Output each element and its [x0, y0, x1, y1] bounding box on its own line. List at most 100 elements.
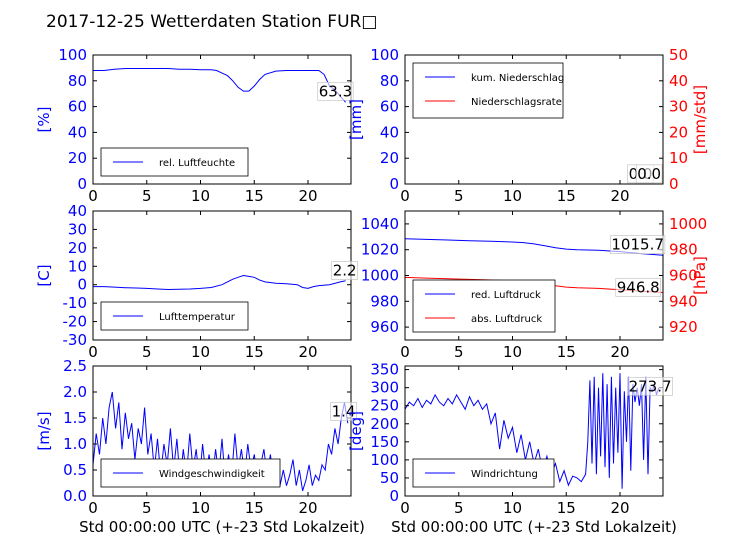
y-axis-label: [deg] — [347, 411, 365, 451]
y-tick-label: 0 — [77, 175, 87, 193]
value-annotation: 63.3 — [319, 82, 352, 100]
legend-entry: Windgeschwindigkeit — [159, 469, 265, 480]
x-tick-label: 5 — [454, 499, 464, 517]
x-tick-label: 0 — [400, 343, 410, 361]
y2-tick-label: 0 — [669, 175, 679, 193]
x-tick-label: 20 — [610, 499, 629, 517]
y-tick-label: 20 — [68, 149, 87, 167]
x-tick-label: 15 — [557, 499, 576, 517]
y-tick-label: 40 — [380, 123, 399, 141]
x-tick-label: 10 — [503, 187, 522, 205]
y-tick-label: 1020 — [361, 241, 399, 259]
value-annotation-box — [330, 402, 357, 421]
plot-frame — [92, 365, 352, 497]
y-tick-label: 0.0 — [63, 487, 87, 505]
figure-title: 2017-12-25 Wetterdaten Station FUR□ — [46, 12, 377, 32]
x-tick-label: 0 — [88, 187, 98, 205]
y-tick-label: 2.5 — [63, 357, 87, 375]
y2-axis-label: [hPa] — [691, 256, 709, 295]
y-tick-label: 2.0 — [63, 383, 87, 401]
x-tick-label: 0 — [400, 187, 410, 205]
y2-tick-label: 1000 — [669, 215, 707, 233]
y2-tick-label: 980 — [669, 241, 698, 259]
x-tick-label: 5 — [454, 187, 464, 205]
y-tick-label: 980 — [370, 292, 399, 310]
x-tick-label: 15 — [245, 187, 264, 205]
panel-windspeed: 0 5 10 15 20 0.0 0.5 1.0 1.5 2.0 2.5 [m/s] Std 00:00… — [35, 357, 365, 536]
value-annotation: 1.4 — [332, 402, 356, 420]
x-tick-label: 0 — [400, 499, 410, 517]
x-tick-label: 10 — [503, 499, 522, 517]
y-tick-label: 20 — [380, 149, 399, 167]
x-tick-label: 0 — [88, 343, 98, 361]
legend-entry: Lufttemperatur — [159, 312, 236, 323]
y2-tick-label: 50 — [669, 46, 688, 64]
x-tick-label: 20 — [610, 187, 629, 205]
value-annotation: 273.7 — [629, 377, 672, 395]
x-tick-label: 15 — [557, 343, 576, 361]
series-line-pressure-0 — [405, 238, 663, 256]
y-tick-label: 1000 — [361, 267, 399, 285]
panel-pressure: 0 5 10 15 20 960 980 1000 1020 1040 920 940 960 980 10… — [361, 210, 709, 361]
y-tick-label: 200 — [370, 415, 399, 433]
value-annotation: 0.0 — [637, 165, 661, 183]
series-line-windspeed-0 — [93, 391, 349, 491]
x-tick-label: 15 — [245, 343, 264, 361]
y-tick-label: 1.0 — [63, 435, 87, 453]
value-annotation: 946.8 — [617, 278, 660, 296]
y-tick-label: 100 — [58, 46, 87, 64]
x-tick-label: 10 — [503, 343, 522, 361]
y2-tick-label: 20 — [669, 123, 688, 141]
series-line-humidity-0 — [93, 68, 346, 103]
legend-entry: abs. Luftdruck — [471, 314, 542, 325]
x-tick-label: 10 — [191, 343, 210, 361]
plot-frame — [404, 365, 664, 497]
x-tick-label: 5 — [142, 187, 152, 205]
legend-entry: Windrichtung — [471, 469, 538, 480]
x-tick-label: 5 — [142, 343, 152, 361]
legend-entry: red. Luftdruck — [471, 290, 541, 301]
y-tick-label: 0 — [389, 175, 399, 193]
value-annotation-box — [317, 81, 354, 101]
y-tick-label: 0 — [389, 487, 399, 505]
y-tick-label: 60 — [380, 98, 399, 116]
y2-tick-label: 940 — [669, 292, 698, 310]
y-tick-label: 1040 — [361, 215, 399, 233]
x-tick-label: 5 — [454, 343, 464, 361]
legend-box — [412, 62, 564, 119]
series-line-temperature-0 — [93, 274, 346, 291]
y-tick-label: 250 — [370, 397, 399, 415]
y-tick-label: 80 — [380, 72, 399, 90]
x-tick-label: 20 — [298, 343, 317, 361]
value-annotation-box — [635, 164, 663, 184]
value-annotation-box — [627, 376, 673, 396]
y-tick-label: 100 — [370, 46, 399, 64]
y-tick-label: -10 — [63, 294, 88, 312]
plot-frame — [404, 54, 664, 185]
panel-precip: 0 5 10 15 20 0 20 40 60 80 100 0 10 20 30 40 50 [mm/std] [… — [347, 46, 709, 205]
value-annotation-box — [331, 261, 358, 280]
x-tick-label: 5 — [142, 499, 152, 517]
x-tick-label: 10 — [191, 499, 210, 517]
y2-tick-label: 10 — [669, 149, 688, 167]
y-tick-label: 1.5 — [63, 409, 87, 427]
panel-humidity: 0 5 10 15 20 0 20 40 60 80 100 [%] rel. Luftfeuchte 6… — [35, 46, 354, 205]
y-tick-label: 350 — [370, 361, 399, 379]
panel-temperature: 0 5 10 15 20-30-20-10010203040[C]Lufttempera… — [35, 202, 358, 361]
series-line-winddir-0 — [405, 373, 660, 489]
y-tick-label: -30 — [63, 331, 88, 349]
y-tick-label: 50 — [380, 469, 399, 487]
value-annotation-box — [610, 235, 666, 254]
y-tick-label: 0 — [77, 276, 87, 294]
value-annotation-box — [615, 277, 662, 297]
value-annotation: 2.2 — [333, 262, 357, 280]
legend-entry: rel. Luftfeuchte — [159, 158, 235, 169]
x-tick-label: 0 — [88, 499, 98, 517]
y-axis-label: [C] — [35, 264, 53, 286]
y-tick-label: 80 — [68, 72, 87, 90]
legend-entry: kum. Niederschlag — [471, 73, 564, 84]
y2-tick-label: 40 — [669, 72, 688, 90]
